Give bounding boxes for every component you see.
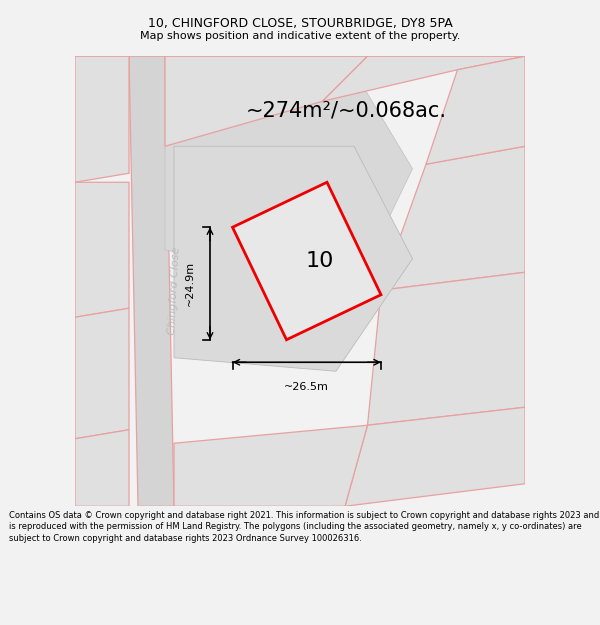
Text: Map shows position and indicative extent of the property.: Map shows position and indicative extent…	[140, 31, 460, 41]
Text: ~24.9m: ~24.9m	[185, 261, 195, 306]
Text: Contains OS data © Crown copyright and database right 2021. This information is : Contains OS data © Crown copyright and d…	[9, 511, 599, 543]
Polygon shape	[129, 56, 174, 506]
Polygon shape	[165, 56, 413, 290]
Polygon shape	[75, 182, 129, 318]
Polygon shape	[75, 56, 129, 182]
Polygon shape	[174, 146, 413, 371]
Text: 10: 10	[306, 251, 334, 271]
Polygon shape	[426, 56, 525, 164]
Polygon shape	[381, 146, 525, 290]
Polygon shape	[323, 56, 525, 101]
Polygon shape	[345, 408, 525, 506]
Polygon shape	[165, 56, 367, 146]
Polygon shape	[233, 182, 381, 340]
Polygon shape	[75, 308, 129, 439]
Text: ~274m²/~0.068ac.: ~274m²/~0.068ac.	[246, 100, 447, 120]
Text: ~26.5m: ~26.5m	[284, 382, 329, 392]
Polygon shape	[75, 430, 129, 506]
Polygon shape	[174, 425, 367, 506]
Text: Chingford Close: Chingford Close	[167, 246, 181, 334]
Text: 10, CHINGFORD CLOSE, STOURBRIDGE, DY8 5PA: 10, CHINGFORD CLOSE, STOURBRIDGE, DY8 5P…	[148, 18, 452, 30]
Polygon shape	[367, 272, 525, 425]
